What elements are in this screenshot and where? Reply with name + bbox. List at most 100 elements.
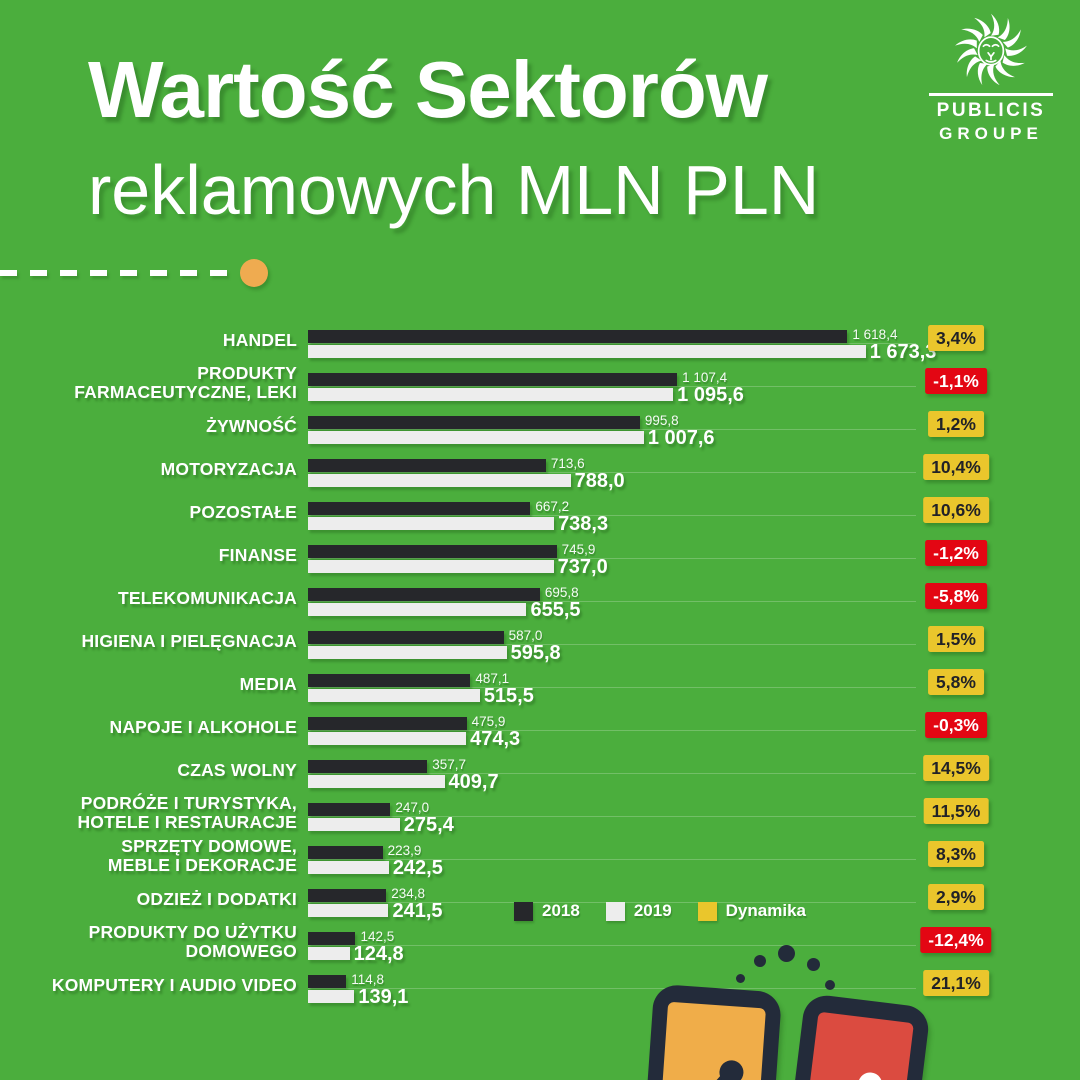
bar-2019: [308, 904, 389, 917]
legend-swatch-dynamika: [697, 901, 717, 921]
legend-item-dynamika: Dynamika: [697, 901, 806, 921]
sector-row: KOMPUTERY I AUDIO VIDEO 114,8 139,1 21,1%: [0, 970, 1080, 1018]
value-2019: 242,5: [392, 857, 443, 879]
value-2018: 587,0: [508, 628, 543, 643]
dynamics-badge: 1,2%: [928, 411, 984, 437]
dynamics-badge: -1,1%: [925, 368, 987, 394]
value-2018: 247,0: [395, 800, 430, 815]
value-2018: 487,1: [475, 671, 510, 686]
line-chart-up-white-icon: [858, 1072, 883, 1080]
page-title: Wartość Sektorów: [88, 45, 768, 134]
value-2019: 595,8: [510, 642, 561, 664]
dynamics-badge: -1,2%: [925, 540, 987, 566]
value-2019: 241,5: [392, 900, 443, 922]
value-2019: 738,3: [558, 513, 609, 535]
dynamics-badge: -5,8%: [925, 583, 987, 609]
row-guideline: [308, 988, 916, 989]
bar-2018: [308, 502, 531, 515]
sector-label: ODZIEŻ I DODATKI: [136, 889, 297, 909]
sector-row: NAPOJE I ALKOHOLE 475,9 474,3 -0,3%: [0, 712, 1080, 760]
logo-text-groupe: GROUPE: [939, 124, 1043, 143]
phone-chart-orange-illustration: [641, 983, 783, 1080]
row-guideline: [308, 515, 916, 516]
sector-label: CZAS WOLNY: [177, 760, 297, 780]
sector-label: TELEKOMUNIKACJA: [118, 588, 297, 608]
phone-chart-red-illustration: [785, 992, 931, 1080]
bar-2018: [308, 588, 540, 601]
value-2019: 788,0: [574, 470, 625, 492]
row-guideline: [308, 687, 916, 688]
legend-swatch-2019: [605, 901, 625, 921]
row-guideline: [308, 429, 916, 430]
legend-label-2019: 2019: [633, 901, 672, 920]
value-2018: 695,8: [544, 585, 579, 600]
bar-2019: [308, 431, 644, 444]
sector-label: PRODUKTY DO UŻYTKU DOMOWEGO: [88, 922, 297, 961]
bar-2018: [308, 932, 356, 945]
sector-row: PRODUKTY DO UŻYTKU DOMOWEGO 142,5 124,8 -12…: [0, 923, 1080, 975]
value-2018: 234,8: [391, 886, 426, 901]
legend-swatch-2018: [514, 901, 533, 921]
value-2018: 713,6: [550, 456, 585, 471]
bar-2018: [308, 416, 640, 429]
sector-row: HIGIENA I PIELĘGNACJA 587,0 595,8 1,5%: [0, 626, 1080, 674]
value-2019: 515,5: [483, 685, 534, 707]
sector-label: SPRZĘTY DOMOWE, MEBLE I DEKORACJE: [107, 836, 297, 875]
sector-label: NAPOJE I ALKOHOLE: [109, 717, 297, 737]
sector-row: PRODUKTY FARMACEUTYCZNE, LEKI 1 107,4 1 09…: [0, 364, 1080, 416]
publicis-groupe-logo: PUBLICIS GROUPE: [925, 10, 1057, 144]
dynamics-badge: 2,9%: [928, 884, 984, 910]
bar-2018: [308, 975, 347, 988]
bar-2018: [308, 760, 428, 773]
arc-dot-decor: [778, 945, 795, 962]
value-2018: 475,9: [471, 714, 506, 729]
value-2019: 655,5: [530, 599, 581, 621]
row-guideline: [308, 386, 916, 387]
sector-label: POZOSTAŁE: [189, 502, 297, 522]
sector-label: HIGIENA I PIELĘGNACJA: [81, 631, 297, 651]
bar-2018: [308, 545, 557, 558]
accent-dot-decor: [240, 259, 268, 287]
value-2019: 139,1: [358, 986, 409, 1008]
bar-2018: [308, 846, 383, 859]
value-2018: 114,8: [351, 972, 385, 987]
sector-row: SPRZĘTY DOMOWE, MEBLE I DEKORACJE 223,9 24…: [0, 837, 1080, 889]
sector-row: HANDEL 1 618,4 1 673,3 3,4%: [0, 325, 1080, 373]
row-guideline: [308, 472, 916, 473]
sector-row: ŻYWNOŚĆ 995,8 1 007,6 1,2%: [0, 411, 1080, 459]
bar-2018: [308, 330, 848, 343]
value-2019: 1 007,6: [647, 427, 715, 449]
publicis-lion-icon: [955, 13, 1027, 86]
dynamics-badge: -12,4%: [920, 927, 992, 953]
value-2019: 1 095,6: [677, 384, 744, 406]
logo-text-publicis: PUBLICIS: [936, 100, 1046, 121]
bar-2018: [308, 889, 387, 902]
sector-label: HANDEL: [222, 330, 297, 350]
bar-2018: [308, 674, 471, 687]
sector-label: ŻYWNOŚĆ: [206, 416, 297, 436]
dynamics-badge: 5,8%: [928, 669, 984, 695]
bar-2019: [308, 732, 467, 745]
legend: 2018 2019 Dynamika: [514, 901, 806, 921]
value-2019: 409,7: [448, 771, 499, 793]
legend-item-2019: 2019: [605, 901, 672, 921]
row-guideline: [308, 859, 916, 860]
row-guideline: [308, 644, 916, 645]
value-2018: 1 618,4: [852, 327, 898, 342]
row-guideline: [308, 601, 916, 602]
bar-2018: [308, 373, 678, 386]
row-guideline: [308, 816, 916, 817]
dynamics-badge: -0,3%: [925, 712, 987, 738]
bar-2019: [308, 603, 527, 616]
sector-row: POZOSTAŁE 667,2 738,3 10,6%: [0, 497, 1080, 545]
sector-label: FINANSE: [218, 545, 297, 565]
value-2018: 1 107,4: [682, 370, 728, 385]
dynamics-badge: 10,4%: [923, 454, 989, 480]
dynamics-badge: 14,5%: [923, 755, 989, 781]
legend-label-2018: 2018: [542, 901, 580, 920]
value-2018: 995,8: [644, 413, 679, 428]
row-guideline: [308, 343, 916, 344]
value-2019: 124,8: [353, 943, 404, 965]
